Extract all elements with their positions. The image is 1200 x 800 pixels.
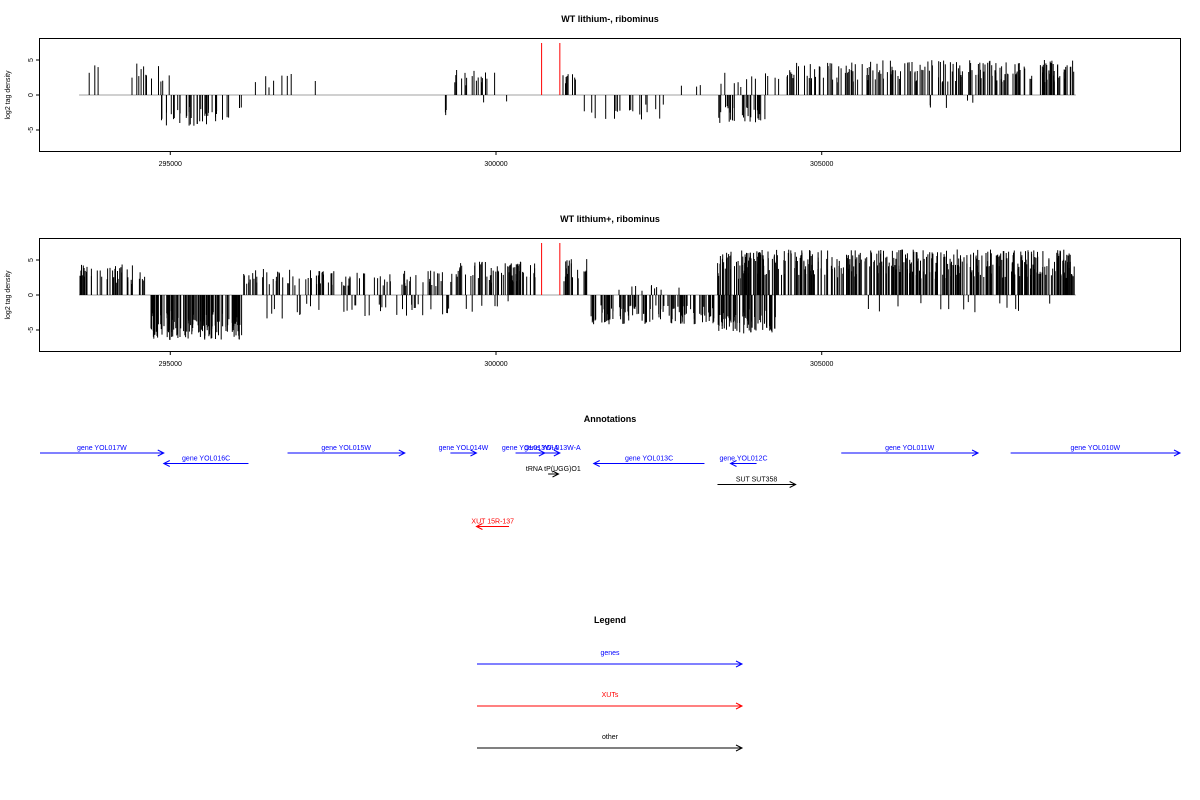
annotation-label: gene YOL014W <box>439 445 489 452</box>
annotation-other: SUT SUT358 <box>717 477 797 488</box>
annotation-label: gene YOL013W-A <box>524 445 581 452</box>
annotation-arrow-head <box>162 460 170 467</box>
annotation-gene: gene YOL015W <box>287 445 406 457</box>
annotation-label: gene YOL015W <box>321 445 371 452</box>
y-tick-label: -5 <box>28 327 35 333</box>
legend-arrow-head <box>735 660 744 668</box>
annotation-arrow-head <box>552 470 560 478</box>
density-bars <box>88 60 1075 126</box>
legend-item: XUTs <box>477 692 744 710</box>
legend-item: genes <box>477 650 744 668</box>
annotation-arrow-head <box>729 460 737 467</box>
x-tick-label: 295000 <box>159 361 182 368</box>
legend-label: other <box>602 734 619 741</box>
annotation-gene: gene YOL013W-A <box>524 445 581 457</box>
x-tick-label: 300000 <box>484 361 507 368</box>
annotation-label: gene YOL016C <box>182 456 230 463</box>
legend: Legend genes XUTs other <box>477 615 744 752</box>
y-tick-label: -5 <box>28 127 35 133</box>
y-axis-label: log2 tag density <box>5 270 12 320</box>
annotation-features: gene YOL017W gene YOL016C gene YOL015W gene… <box>40 445 1182 530</box>
annotation-arrow-head <box>553 449 561 457</box>
y-axis: -5 0 5 <box>28 258 40 333</box>
annotation-arrow-head <box>398 449 406 457</box>
density-bars <box>79 249 1075 340</box>
legend-arrow-head <box>735 702 744 710</box>
annotation-gene: gene YOL011W <box>841 445 980 457</box>
x-tick-label: 295000 <box>159 161 182 168</box>
legend-title: Legend <box>594 615 626 625</box>
x-tick-label: 305000 <box>810 161 833 168</box>
annotation-other: tRNA tP(UGG)O1 <box>526 466 581 478</box>
annotation-label: gene YOL017W <box>77 445 127 452</box>
y-axis: -5 0 5 <box>28 58 40 133</box>
legend-label: genes <box>600 650 620 657</box>
annotation-arrow-head <box>592 460 600 467</box>
annotation-gene: gene YOL016C <box>162 456 249 467</box>
annotation-arrow-head <box>789 481 797 488</box>
x-axis: 295000 300000 305000 <box>159 151 833 168</box>
annotation-label: XUT 15R-137 <box>471 519 514 526</box>
track-panel-lithium-plus: WT lithium+, ribominus log2 tag density … <box>5 214 1181 368</box>
x-axis: 295000 300000 305000 <box>159 351 833 368</box>
annotation-gene: gene YOL017W <box>40 445 165 457</box>
legend-arrow-head <box>735 744 744 752</box>
annotation-gene: gene YOL014W <box>439 445 489 457</box>
annotation-arrow-head <box>470 449 478 457</box>
annotation-label: gene YOL013C <box>625 456 673 463</box>
panel-title: WT lithium+, ribominus <box>560 214 660 224</box>
annotation-arrow-head <box>475 523 483 530</box>
annotation-arrow-head <box>157 449 165 457</box>
annotation-label: gene YOL011W <box>885 445 935 452</box>
y-tick-label: 0 <box>28 93 35 97</box>
annotation-xut: XUT 15R-137 <box>471 519 514 530</box>
annotation-gene: gene YOL012C <box>719 456 768 467</box>
annotation-arrow-head <box>1173 449 1182 457</box>
annotation-label: tRNA tP(UGG)O1 <box>526 466 581 473</box>
y-tick-label: 5 <box>28 258 35 262</box>
annotations-title: Annotations <box>584 414 637 424</box>
x-tick-label: 300000 <box>484 161 507 168</box>
annotation-label: gene YOL012C <box>719 456 767 463</box>
highlight-lines <box>541 243 561 295</box>
y-tick-label: 5 <box>28 58 35 62</box>
legend-items: genes XUTs other <box>477 650 744 752</box>
legend-item: other <box>477 734 744 752</box>
panel-title: WT lithium-, ribominus <box>561 14 659 24</box>
annotation-label: gene YOL013W-A <box>502 445 559 452</box>
x-tick-label: 305000 <box>810 361 833 368</box>
annotation-gene: gene YOL013C <box>592 456 705 467</box>
annotation-label: SUT SUT358 <box>736 477 778 484</box>
y-tick-label: 0 <box>28 293 35 297</box>
track-panel-lithium-minus: WT lithium-, ribominus log2 tag density … <box>5 14 1181 168</box>
annotation-arrow-head <box>971 449 980 457</box>
annotation-gene: gene YOL010W <box>1010 445 1182 457</box>
highlight-lines <box>541 43 561 95</box>
annotation-label: gene YOL010W <box>1070 445 1120 452</box>
legend-label: XUTs <box>602 692 619 699</box>
y-axis-label: log2 tag density <box>5 70 12 120</box>
